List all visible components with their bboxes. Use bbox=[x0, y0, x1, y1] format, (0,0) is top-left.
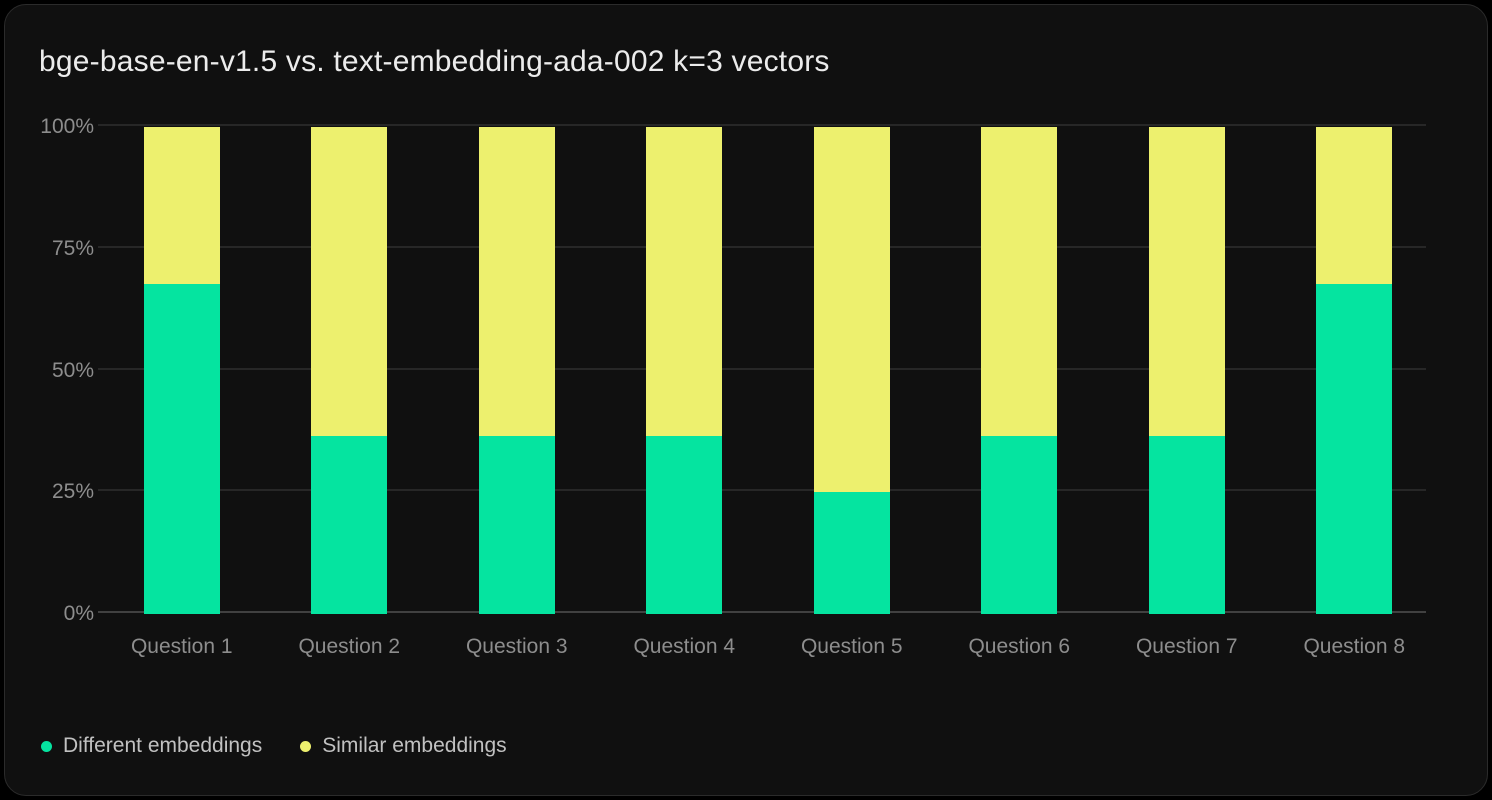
gridline-25 bbox=[98, 489, 1426, 492]
bar-question-5[interactable] bbox=[813, 127, 890, 614]
y-axis-tick-labels: 0% 25% 50% 75% 100% bbox=[5, 115, 94, 625]
y-tick-label-0: 0% bbox=[63, 602, 94, 625]
bar-segment-different-embeddings[interactable] bbox=[981, 436, 1058, 614]
x-tick-label-8: Question 8 bbox=[1303, 635, 1406, 658]
bar-segment-similar-embeddings[interactable] bbox=[143, 127, 220, 284]
y-tick-label-50: 50% bbox=[51, 358, 94, 382]
bar-segment-similar-embeddings[interactable] bbox=[311, 127, 388, 437]
bar-segment-different-embeddings[interactable] bbox=[646, 436, 723, 614]
x-tick-label-4: Question 4 bbox=[633, 635, 736, 658]
bar-segment-different-embeddings[interactable] bbox=[311, 436, 388, 614]
bar-segment-similar-embeddings[interactable] bbox=[646, 127, 723, 437]
bar-question-2[interactable] bbox=[311, 127, 388, 614]
legend-item-similar-embeddings[interactable]: Similar embeddings bbox=[300, 734, 507, 758]
gridline-50 bbox=[98, 367, 1426, 370]
legend-item-different-embeddings[interactable]: Different embeddings bbox=[41, 734, 262, 758]
legend-dot-icon bbox=[300, 740, 312, 752]
x-tick-label-1: Question 1 bbox=[130, 635, 233, 658]
bar-question-7[interactable] bbox=[1148, 127, 1225, 614]
x-tick-label-7: Question 7 bbox=[1135, 635, 1238, 658]
bar-segment-similar-embeddings[interactable] bbox=[478, 127, 555, 437]
bar-question-8[interactable] bbox=[1316, 127, 1393, 614]
bar-segment-different-embeddings[interactable] bbox=[1148, 436, 1225, 614]
bar-question-4[interactable] bbox=[646, 127, 723, 614]
y-tick-label-100: 100% bbox=[40, 115, 94, 138]
legend-item-label: Similar embeddings bbox=[322, 734, 507, 757]
legend-dot-icon bbox=[41, 740, 52, 752]
bar-segment-different-embeddings[interactable] bbox=[813, 492, 890, 614]
bar-segment-different-embeddings[interactable] bbox=[1316, 283, 1393, 614]
x-axis-category-labels: Question 1 Question 2 Question 3 Question 4… bbox=[98, 635, 1438, 663]
bar-segment-different-embeddings[interactable] bbox=[478, 436, 555, 614]
bar-question-6[interactable] bbox=[981, 127, 1058, 614]
bar-segment-similar-embeddings[interactable] bbox=[981, 127, 1058, 437]
bar-segment-similar-embeddings[interactable] bbox=[1148, 127, 1225, 437]
y-tick-label-75: 75% bbox=[51, 236, 94, 260]
bar-segment-similar-embeddings[interactable] bbox=[813, 127, 890, 493]
y-tick-label-25: 25% bbox=[51, 480, 94, 504]
chart-title: bge-base-en-v1.5 vs. text-embedding-ada-… bbox=[39, 45, 830, 78]
legend-item-label: Different embeddings bbox=[63, 734, 263, 757]
chart-card: bge-base-en-v1.5 vs. text-embedding-ada-… bbox=[4, 4, 1488, 796]
bar-question-1[interactable] bbox=[143, 127, 220, 614]
bar-segment-different-embeddings[interactable] bbox=[143, 283, 220, 614]
x-tick-label-5: Question 5 bbox=[800, 635, 903, 658]
bar-segment-similar-embeddings[interactable] bbox=[1316, 127, 1393, 284]
chart-legend: Different embeddings Similar embeddings bbox=[41, 734, 507, 758]
x-tick-label-3: Question 3 bbox=[465, 635, 568, 658]
x-tick-label-6: Question 6 bbox=[968, 635, 1071, 658]
gridline-0 bbox=[98, 611, 1426, 613]
gridline-75 bbox=[98, 245, 1426, 248]
gridline-100 bbox=[98, 124, 1426, 126]
bar-question-3[interactable] bbox=[478, 127, 555, 614]
plot-area bbox=[98, 124, 1438, 614]
x-tick-label-2: Question 2 bbox=[298, 635, 401, 658]
